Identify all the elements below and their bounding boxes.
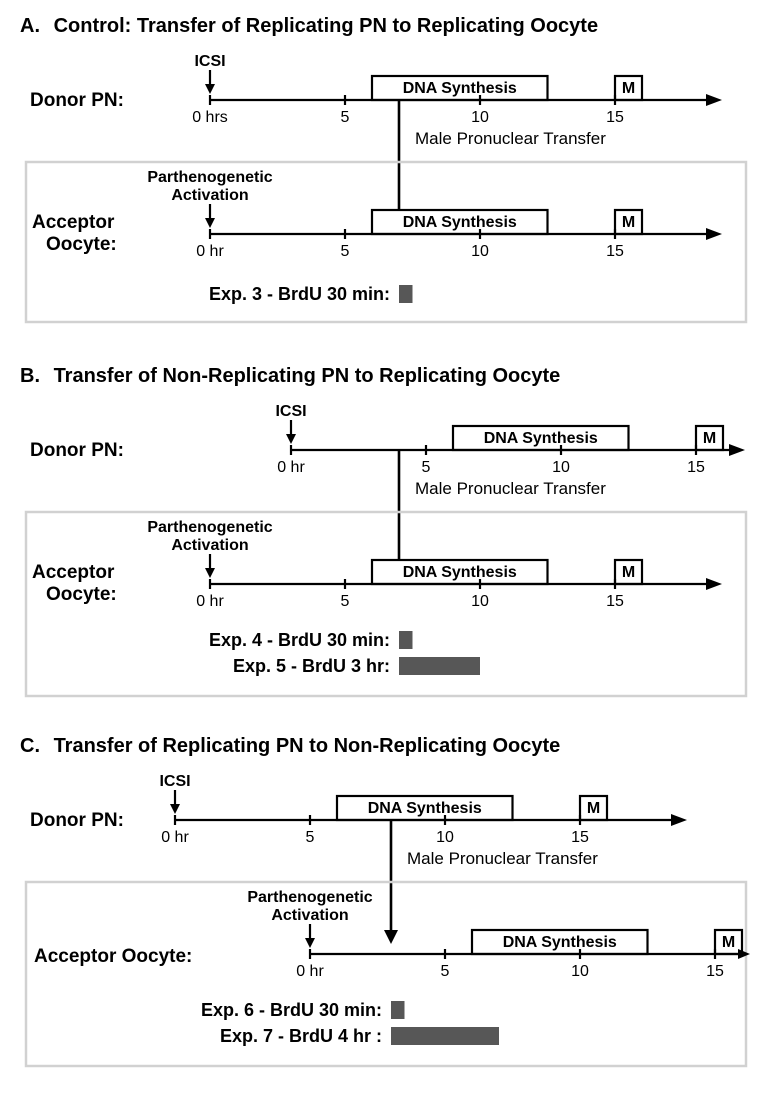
donor-axis-arrow-b xyxy=(729,444,745,456)
exp6-label: Exp. 6 - BrdU 30 min: xyxy=(201,1000,382,1020)
svg-text:15: 15 xyxy=(571,829,589,846)
acc-row-l2: Oocyte: xyxy=(46,234,117,255)
panel-c-title: C. Transfer of Replicating PN to Non-Rep… xyxy=(20,735,753,758)
exp5-label: Exp. 5 - BrdU 3 hr: xyxy=(233,656,390,676)
acc-m-label-c: M xyxy=(722,934,735,951)
acc-dna-label-c: DNA Synthesis xyxy=(503,934,617,951)
donor-row-label-c: Donor PN: xyxy=(30,810,124,831)
icsi-label-c: ICSI xyxy=(159,773,190,790)
svg-text:10: 10 xyxy=(436,829,454,846)
svg-text:15: 15 xyxy=(706,963,724,980)
pg-label-2: Activation xyxy=(171,187,248,204)
pg-label-1-c: Parthenogenetic xyxy=(247,889,372,906)
svg-text:15: 15 xyxy=(687,459,705,476)
icsi-label-b: ICSI xyxy=(275,403,306,420)
panel-b: B. Transfer of Non-Replicating PN to Rep… xyxy=(20,365,753,707)
panel-c-svg: ICSI DNA Synthesis M 0 hr 5 10 15 Donor … xyxy=(20,772,753,1072)
acc-m-label-b: M xyxy=(622,564,635,581)
pg-label-1: Parthenogenetic xyxy=(147,169,272,186)
donor-t10: 10 xyxy=(471,109,489,126)
donor-hr0: 0 hrs xyxy=(192,109,228,126)
donor-dna-label-c: DNA Synthesis xyxy=(368,800,482,817)
exp3-label: Exp. 3 - BrdU 30 min: xyxy=(209,284,390,304)
exp7-bar xyxy=(391,1027,499,1045)
transfer-arrow-head-c xyxy=(384,930,398,944)
svg-text:10: 10 xyxy=(571,963,589,980)
exp4-bar xyxy=(399,631,413,649)
donor-dna-label-b: DNA Synthesis xyxy=(484,430,598,447)
acc-t5: 5 xyxy=(341,243,350,260)
panel-a-title: A. Control: Transfer of Replicating PN t… xyxy=(20,15,753,38)
donor-m-label-b: M xyxy=(703,430,716,447)
acc-row-l1-b: Acceptor xyxy=(32,562,115,583)
panel-c-letter: C. xyxy=(20,735,48,758)
acc-hr0-c: 0 hr xyxy=(296,963,324,980)
panel-b-letter: B. xyxy=(20,365,48,388)
acc-row-l2-b: Oocyte: xyxy=(46,584,117,605)
exp5-bar xyxy=(399,657,480,675)
panel-b-title: B. Transfer of Non-Replicating PN to Rep… xyxy=(20,365,753,388)
transfer-label-c: Male Pronuclear Transfer xyxy=(407,849,598,868)
acc-m-label: M xyxy=(622,214,635,231)
pg-label-1-b: Parthenogenetic xyxy=(147,519,272,536)
pg-label-2-c: Activation xyxy=(271,907,348,924)
acceptor-group: Parthenogenetic Activation DNA Synthesis… xyxy=(32,169,722,304)
donor-t5: 5 xyxy=(341,109,350,126)
donor-t15: 15 xyxy=(606,109,624,126)
panel-c-title-text: Transfer of Replicating PN to Non-Replic… xyxy=(54,735,561,757)
exp3-bar xyxy=(399,285,413,303)
svg-text:5: 5 xyxy=(422,459,431,476)
svg-text:10: 10 xyxy=(471,593,489,610)
acceptor-frame-c xyxy=(26,882,746,1066)
svg-text:5: 5 xyxy=(306,829,315,846)
transfer-label: Male Pronuclear Transfer xyxy=(415,129,606,148)
panel-a-title-text: Control: Transfer of Replicating PN to R… xyxy=(54,15,599,37)
donor-m-label-c: M xyxy=(587,800,600,817)
svg-text:15: 15 xyxy=(606,593,624,610)
exp6-bar xyxy=(391,1001,405,1019)
donor-group-c: ICSI DNA Synthesis M 0 hr 5 10 15 Donor … xyxy=(30,773,687,846)
acc-row-l1: Acceptor xyxy=(32,212,115,233)
panel-a-letter: A. xyxy=(20,15,48,38)
acc-row-l1-c: Acceptor Oocyte: xyxy=(34,946,192,967)
acc-hr0-b: 0 hr xyxy=(196,593,224,610)
pg-label-2-b: Activation xyxy=(171,537,248,554)
acc-axis-arrow xyxy=(706,228,722,240)
panel-b-svg: ICSI DNA Synthesis M 0 hr 5 10 15 Donor … xyxy=(20,402,753,702)
svg-text:5: 5 xyxy=(341,593,350,610)
donor-m-label: M xyxy=(622,80,635,97)
icsi-arrow-head xyxy=(205,84,215,94)
donor-group-b: ICSI DNA Synthesis M 0 hr 5 10 15 Donor … xyxy=(30,403,745,476)
svg-text:5: 5 xyxy=(441,963,450,980)
acceptor-group-b: Parthenogenetic Activation DNA Synthesis… xyxy=(32,519,722,676)
donor-hr0-c: 0 hr xyxy=(161,829,189,846)
panel-c: C. Transfer of Replicating PN to Non-Rep… xyxy=(20,735,753,1077)
donor-hr0-b: 0 hr xyxy=(277,459,305,476)
donor-dna-label: DNA Synthesis xyxy=(403,80,517,97)
acc-t10: 10 xyxy=(471,243,489,260)
panel-a: A. Control: Transfer of Replicating PN t… xyxy=(20,15,753,337)
acc-t15: 15 xyxy=(606,243,624,260)
donor-row-label-b: Donor PN: xyxy=(30,440,124,461)
donor-group: ICSI DNA Synthesis M 0 hrs 5 10 15 xyxy=(30,53,722,126)
acc-dna-label-b: DNA Synthesis xyxy=(403,564,517,581)
acc-dna-label: DNA Synthesis xyxy=(403,214,517,231)
exp4-label: Exp. 4 - BrdU 30 min: xyxy=(209,630,390,650)
panel-a-svg: ICSI DNA Synthesis M 0 hrs 5 10 15 xyxy=(20,52,753,332)
icsi-arrow-head-b xyxy=(286,434,296,444)
transfer-label-b: Male Pronuclear Transfer xyxy=(415,479,606,498)
donor-axis-arrow xyxy=(706,94,722,106)
exp7-label: Exp. 7 - BrdU 4 hr : xyxy=(220,1026,382,1046)
donor-row-label: Donor PN: xyxy=(30,90,124,111)
svg-text:10: 10 xyxy=(552,459,570,476)
acc-hr0: 0 hr xyxy=(196,243,224,260)
pg-arrow-head xyxy=(205,218,215,228)
panel-b-title-text: Transfer of Non-Replicating PN to Replic… xyxy=(54,365,561,387)
icsi-label: ICSI xyxy=(194,53,225,70)
